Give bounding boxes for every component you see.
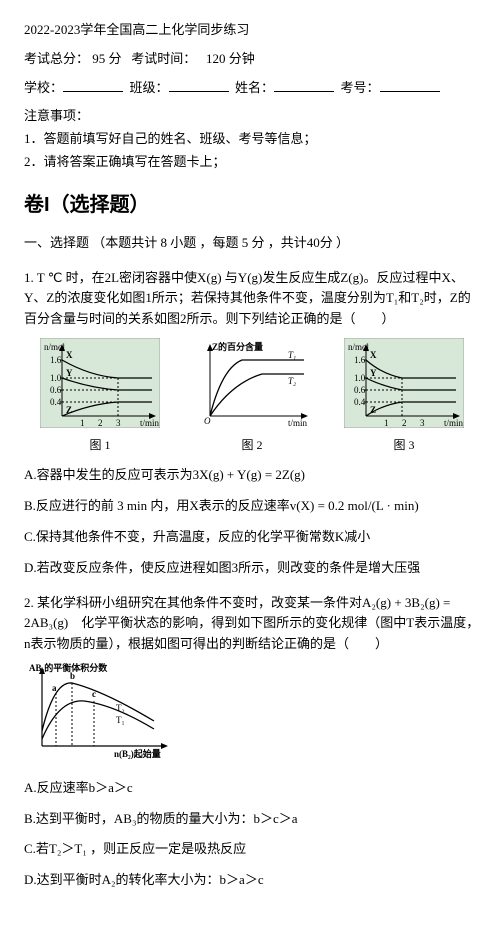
- time-label: 考试时间：: [131, 51, 196, 66]
- question-1: 1. T ℃ 时，在2L密闭容器中使X(g) 与Y(g)发生反应生成Z(g)。反…: [24, 268, 480, 579]
- svg-text:2: 2: [402, 418, 407, 428]
- class-blank: [169, 78, 229, 92]
- svg-text:3: 3: [420, 418, 425, 428]
- name-blank: [274, 78, 334, 92]
- svg-text:Y: Y: [370, 368, 377, 378]
- q2-optD: D.达到平衡时A₂的转化率大小为：b＞a＞c: [24, 870, 480, 891]
- exam-title: 2022-2023学年全国高二上化学同步练习: [24, 20, 480, 41]
- q1-figures: n/mol t/min 1.6 1.0 0.6 0.4 1 2 3 X Y: [24, 338, 480, 455]
- q1-fig2-caption: 图 2: [192, 436, 312, 455]
- exam-meta-line1: 考试总分： 95 分 考试时间： 120 分钟: [24, 49, 480, 70]
- svg-text:t/min: t/min: [288, 418, 308, 428]
- svg-text:Z的百分含量: Z的百分含量: [212, 341, 263, 352]
- q2-figure: AB₃的平衡体积分数 n(B₂)起始量 a b c T₂ T₁: [24, 661, 480, 768]
- section1-subtitle: 一、选择题 （本题共计 8 小题 ，每题 5 分 ，共计40分 ）: [24, 233, 480, 254]
- svg-text:a: a: [52, 683, 57, 693]
- notice-block: 注意事项： 1．答题前填写好自己的姓名、班级、考号等信息； 2．请将答案正确填写…: [24, 106, 480, 172]
- svg-text:1.6: 1.6: [50, 355, 62, 365]
- q2-fig-svg: AB₃的平衡体积分数 n(B₂)起始量 a b c T₂ T₁: [24, 661, 174, 761]
- svg-text:1: 1: [80, 418, 85, 428]
- score-label: 考试总分：: [24, 51, 89, 66]
- school-label: 学校：: [24, 80, 63, 95]
- svg-text:1: 1: [384, 418, 389, 428]
- svg-text:0.4: 0.4: [50, 397, 62, 407]
- q1-fig1: n/mol t/min 1.6 1.0 0.6 0.4 1 2 3 X Y: [40, 338, 160, 455]
- q1-optA: A.容器中发生的反应可表示为3X(g) + Y(g) = 2Z(g): [24, 465, 480, 486]
- q1-fig1-caption: 图 1: [40, 436, 160, 455]
- fig1-ylabel: n/mol: [44, 342, 66, 352]
- q1-fig3-caption: 图 3: [344, 436, 464, 455]
- svg-text:1.0: 1.0: [50, 373, 62, 383]
- q1-optB: B.反应进行的前 3 min 内，用X表示的反应速率v(X) = 0.2 mol…: [24, 496, 480, 517]
- q1-optC: C.保持其他条件不变，升高温度，反应的化学平衡常数K减小: [24, 527, 480, 548]
- q1-fig2: Z的百分含量 t/min O T₁ T₂ 图 2: [192, 338, 312, 455]
- name-label: 姓名：: [235, 80, 274, 95]
- notice-line2: 2．请将答案正确填写在答题卡上；: [24, 152, 480, 173]
- svg-text:Y: Y: [66, 368, 73, 378]
- svg-text:T₂: T₂: [288, 376, 296, 386]
- exam-no-blank: [380, 78, 440, 92]
- class-label: 班级：: [130, 80, 169, 95]
- svg-text:3: 3: [116, 418, 121, 428]
- svg-text:AB₃的平衡体积分数: AB₃的平衡体积分数: [29, 662, 108, 673]
- section1-title: 卷I（选择题）: [24, 189, 480, 221]
- q1-fig3-svg: n/mol t/min 1.6 1.0 0.6 0.4 1 2 3 X Y Z: [344, 338, 464, 428]
- svg-text:0.4: 0.4: [354, 397, 366, 407]
- exam-meta-line2: 学校： 班级： 姓名： 考号：: [24, 78, 480, 99]
- q1-fig2-svg: Z的百分含量 t/min O T₁ T₂: [192, 338, 312, 428]
- q2-optB: B.达到平衡时，AB₃的物质的量大小为：b＞c＞a: [24, 809, 480, 830]
- svg-text:c: c: [92, 689, 96, 699]
- question-2: 2. 某化学科研小组研究在其他条件不变时，改变某一条件对A₂(g) + 3B₂(…: [24, 593, 480, 891]
- svg-text:t/min: t/min: [444, 418, 464, 428]
- fig1-xlabel: t/min: [140, 418, 160, 428]
- svg-text:n/mol: n/mol: [348, 342, 370, 352]
- svg-text:0.6: 0.6: [50, 385, 62, 395]
- svg-text:O: O: [204, 416, 211, 426]
- svg-text:T₁: T₁: [116, 715, 125, 725]
- svg-text:T₁: T₁: [288, 350, 296, 360]
- svg-text:X: X: [370, 350, 377, 360]
- score-value: 95 分: [92, 51, 121, 66]
- svg-text:2: 2: [98, 418, 103, 428]
- svg-text:n(B₂)起始量: n(B₂)起始量: [114, 748, 161, 759]
- svg-text:T₂: T₂: [116, 703, 125, 713]
- svg-text:1.6: 1.6: [354, 355, 366, 365]
- svg-text:b: b: [70, 671, 75, 681]
- q1-stem: 1. T ℃ 时，在2L密闭容器中使X(g) 与Y(g)发生反应生成Z(g)。反…: [24, 268, 480, 330]
- svg-text:0.6: 0.6: [354, 385, 366, 395]
- svg-text:X: X: [66, 350, 73, 360]
- school-blank: [63, 78, 123, 92]
- q2-stem: 2. 某化学科研小组研究在其他条件不变时，改变某一条件对A₂(g) + 3B₂(…: [24, 593, 480, 655]
- q1-fig1-svg: n/mol t/min 1.6 1.0 0.6 0.4 1 2 3 X Y: [40, 338, 160, 428]
- q2-optC: C.若T₂＞T₁ ，则正反应一定是吸热反应: [24, 839, 480, 860]
- svg-text:Z: Z: [370, 405, 376, 415]
- svg-text:1.0: 1.0: [354, 373, 366, 383]
- q2-optA: A.反应速率b＞a＞c: [24, 778, 480, 799]
- notice-line1: 1．答题前填写好自己的姓名、班级、考号等信息；: [24, 129, 480, 150]
- svg-text:Z: Z: [66, 405, 72, 415]
- time-value: 120 分钟: [206, 51, 255, 66]
- q1-fig3: n/mol t/min 1.6 1.0 0.6 0.4 1 2 3 X Y Z 图 …: [344, 338, 464, 455]
- notice-heading: 注意事项：: [24, 106, 480, 127]
- exam-no-label: 考号：: [341, 80, 380, 95]
- q1-optD: D.若改变反应条件，使反应进程如图3所示，则改变的条件是增大压强: [24, 558, 480, 579]
